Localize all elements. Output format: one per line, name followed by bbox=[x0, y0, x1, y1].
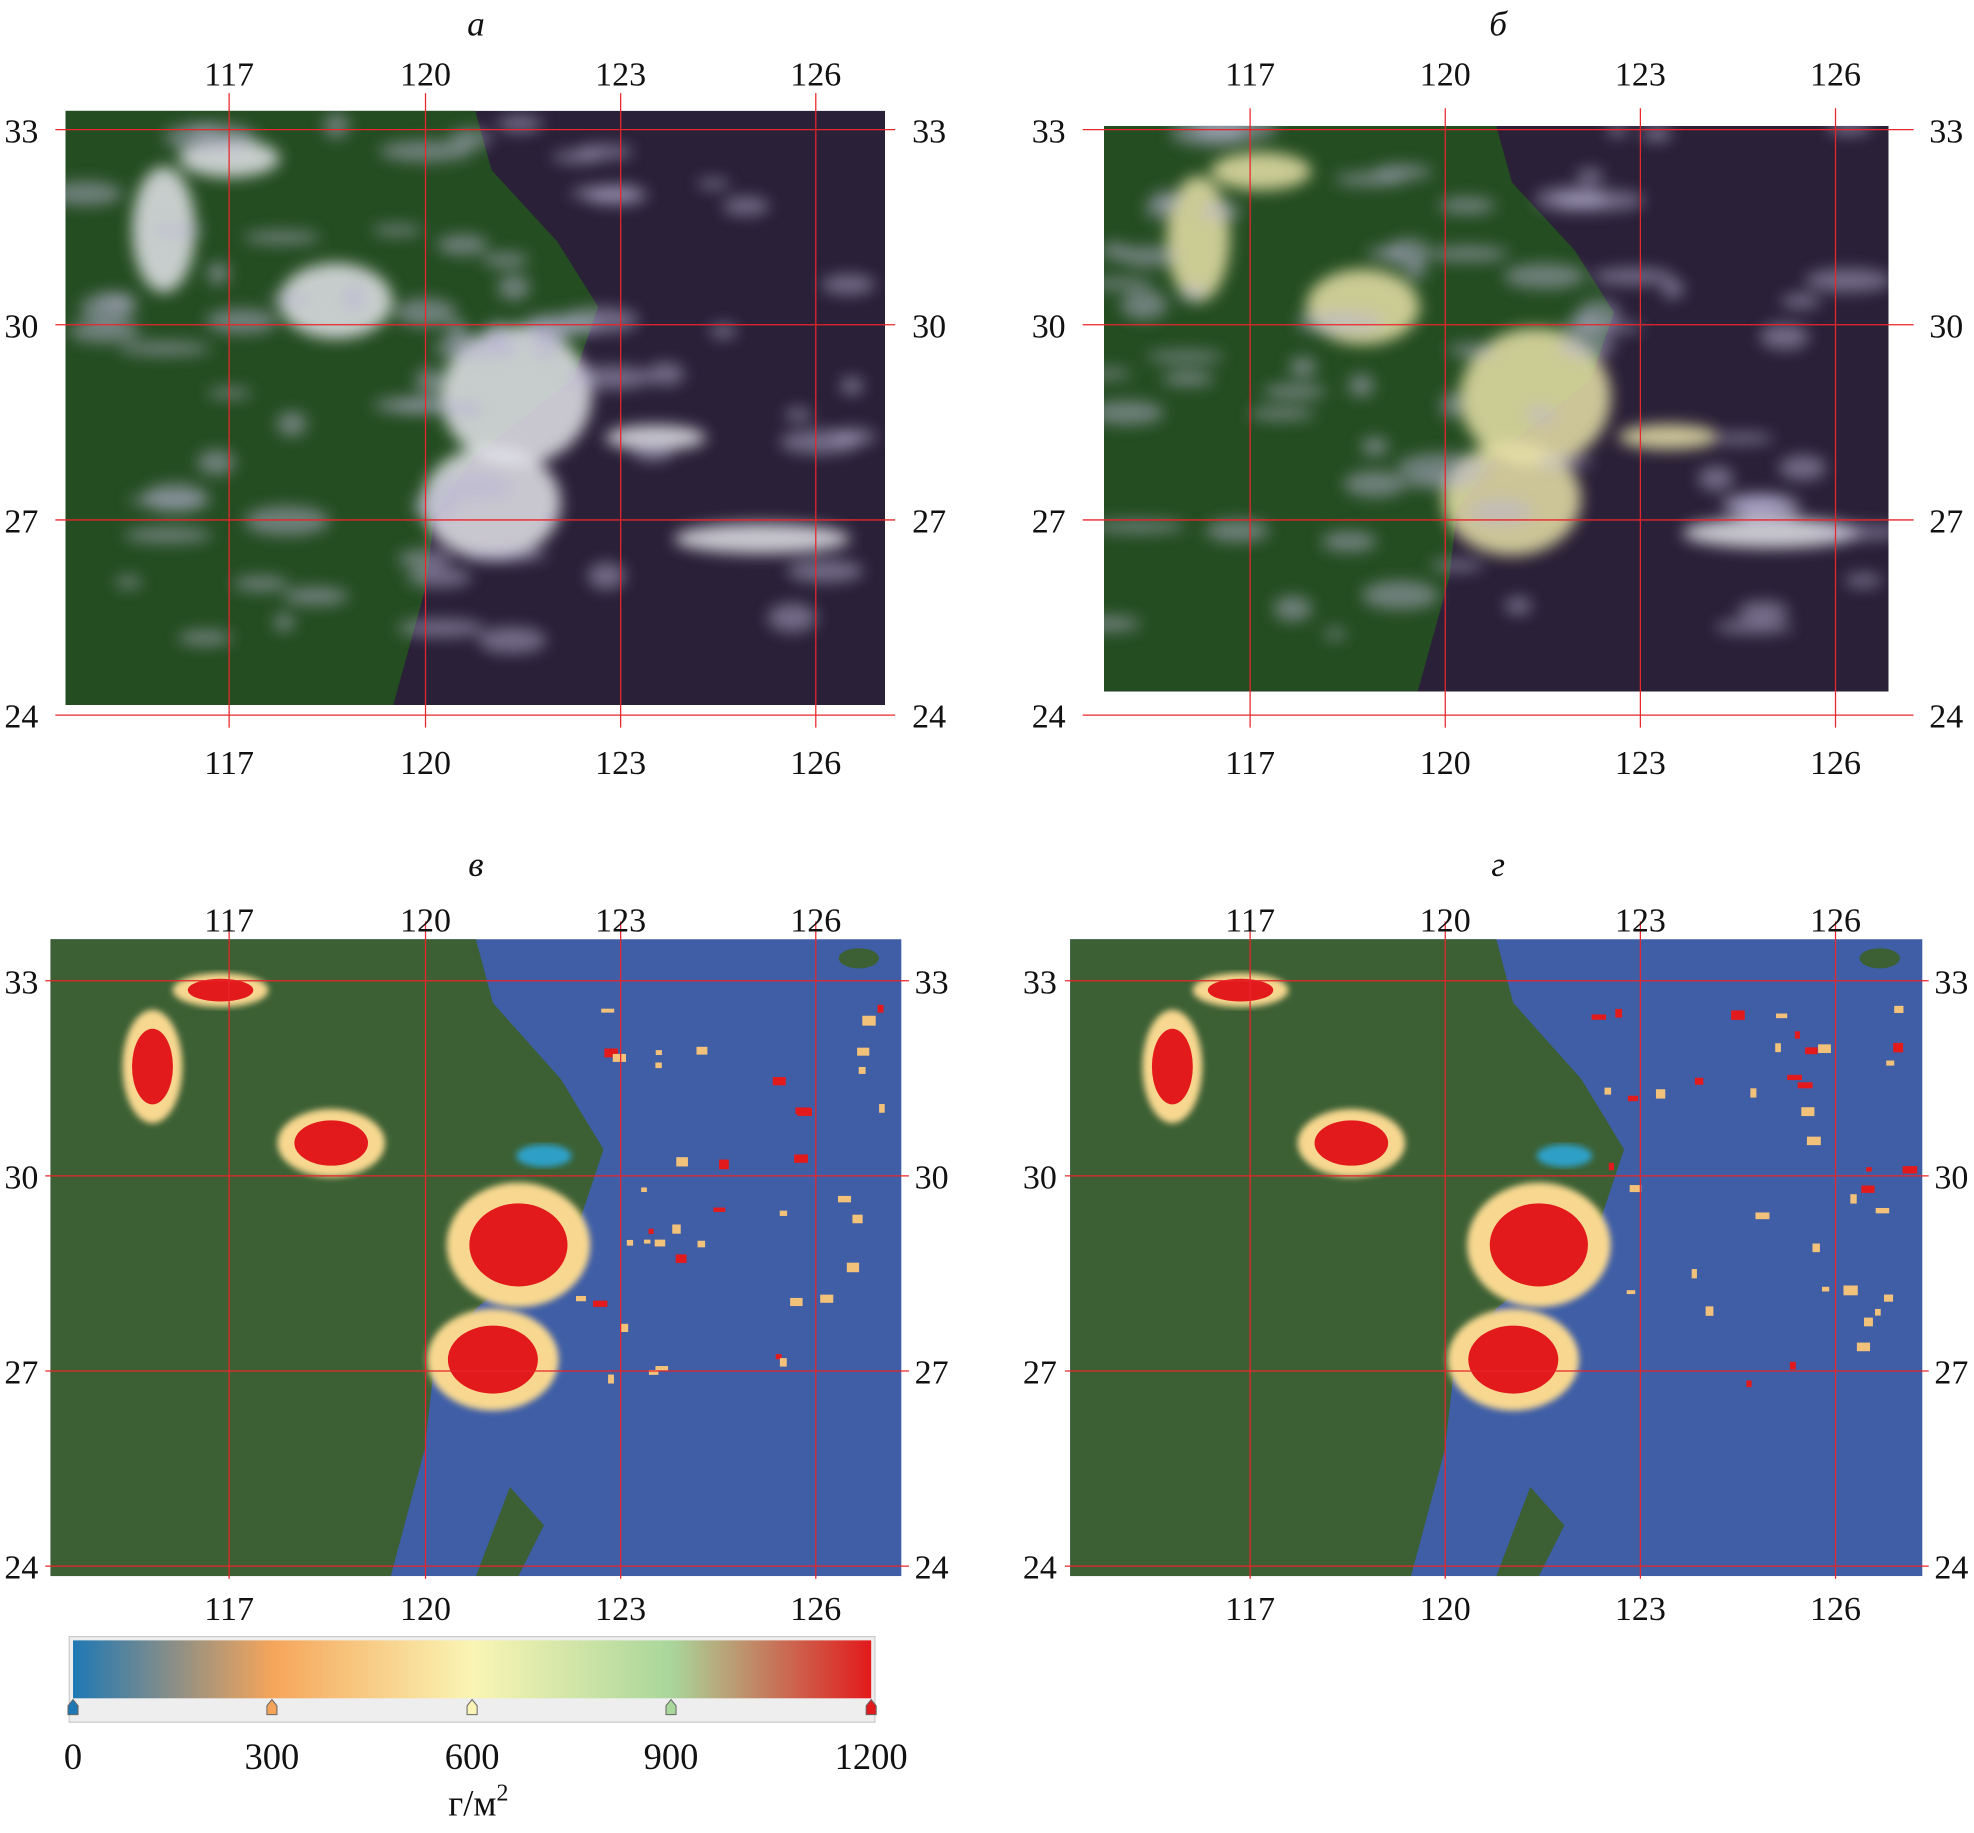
lat-label-left: 30 bbox=[4, 308, 38, 345]
map-image bbox=[1070, 939, 1923, 1577]
lat-label-right: 27 bbox=[912, 504, 946, 541]
lon-label-bottom: 123 bbox=[1615, 745, 1666, 782]
lat-label-left: 24 bbox=[1032, 699, 1066, 736]
jeju-island bbox=[1859, 948, 1900, 969]
lon-label-top: 120 bbox=[1420, 57, 1471, 94]
lon-label-bottom: 117 bbox=[1225, 1591, 1275, 1628]
lat-label-right: 33 bbox=[915, 964, 949, 1001]
colorbar-marker bbox=[67, 1698, 79, 1716]
colorbar-tick-label: 900 bbox=[644, 1736, 699, 1777]
lat-label-right: 24 bbox=[915, 1550, 949, 1587]
colorbar-tick-label: 600 bbox=[445, 1736, 500, 1777]
lat-label-right: 30 bbox=[1929, 308, 1963, 345]
map-panel-2: 117 117 120 120 123 123 126 126 33 33 30 30 27 27 24 24… bbox=[1032, 4, 1964, 782]
lon-label-top: 123 bbox=[595, 57, 646, 94]
colorbar-marker bbox=[466, 1698, 478, 1716]
lon-label-top: 126 bbox=[1810, 57, 1861, 94]
lon-label-bottom: 117 bbox=[204, 1591, 254, 1628]
lat-label-right: 27 bbox=[1929, 504, 1963, 541]
lon-label-top: 120 bbox=[400, 57, 451, 94]
lat-label-left: 27 bbox=[4, 504, 38, 541]
lon-label-top: 120 bbox=[400, 903, 451, 940]
lon-label-bottom: 120 bbox=[1420, 745, 1471, 782]
lat-label-left: 33 bbox=[1032, 113, 1066, 150]
lon-label-bottom: 117 bbox=[204, 745, 254, 782]
lat-label-right: 24 bbox=[1934, 1550, 1968, 1587]
cloud-cover bbox=[1104, 125, 1889, 640]
lat-label-left: 30 bbox=[4, 1159, 38, 1196]
lat-label-left: 33 bbox=[4, 964, 38, 1001]
map-panel-1: 117 117 120 120 123 123 126 126 33 33 30 30 27 27 24 24… bbox=[4, 4, 946, 782]
map-panel-4: 117 117 120 120 123 123 126 126 33 33 30 30 27 27 24 24… bbox=[1023, 845, 1968, 1628]
panel-label: г bbox=[1491, 845, 1505, 884]
water-path-field bbox=[122, 973, 885, 1411]
map-image bbox=[65, 110, 886, 705]
hangzhou-bay bbox=[1536, 1144, 1593, 1168]
lon-label-top: 123 bbox=[595, 903, 646, 940]
lon-label-bottom: 126 bbox=[790, 745, 841, 782]
lat-label-right: 24 bbox=[1929, 699, 1963, 736]
map-panel-3: 117 117 120 120 123 123 126 126 33 33 30 30 27 27 24 24… bbox=[4, 845, 948, 1628]
lon-label-top: 126 bbox=[790, 57, 841, 94]
lon-label-top: 126 bbox=[790, 903, 841, 940]
lat-label-right: 30 bbox=[912, 308, 946, 345]
lat-label-left: 33 bbox=[1023, 964, 1057, 1001]
lat-label-left: 27 bbox=[1032, 504, 1066, 541]
colorbar-marker bbox=[266, 1698, 278, 1716]
lon-label-top: 117 bbox=[1225, 903, 1275, 940]
lon-label-top: 126 bbox=[1810, 903, 1861, 940]
taiwan-island bbox=[475, 1486, 544, 1577]
colorbar-unit: г/м2 bbox=[448, 1780, 508, 1823]
lat-label-right: 33 bbox=[912, 113, 946, 150]
lon-label-top: 117 bbox=[204, 903, 254, 940]
jeju-island bbox=[838, 948, 879, 969]
lon-label-bottom: 126 bbox=[1810, 745, 1861, 782]
lon-label-top: 117 bbox=[1225, 57, 1275, 94]
lon-label-bottom: 123 bbox=[1615, 1591, 1666, 1628]
colorbar-tick-label: 1200 bbox=[835, 1736, 908, 1777]
map-image bbox=[50, 939, 902, 1577]
lon-label-bottom: 123 bbox=[595, 745, 646, 782]
lon-label-bottom: 120 bbox=[400, 745, 451, 782]
lat-label-left: 24 bbox=[1023, 1550, 1057, 1587]
colorbar-marker bbox=[665, 1698, 677, 1716]
hangzhou-bay bbox=[516, 1144, 572, 1168]
colorbar-tick-label: 300 bbox=[245, 1736, 300, 1777]
panel-label: б bbox=[1489, 4, 1508, 43]
lat-label-right: 27 bbox=[915, 1355, 949, 1392]
lat-label-right: 30 bbox=[1934, 1159, 1968, 1196]
lon-label-top: 117 bbox=[204, 57, 254, 94]
lat-label-left: 33 bbox=[4, 113, 38, 150]
lat-label-left: 27 bbox=[1023, 1355, 1057, 1392]
lat-label-right: 33 bbox=[1929, 113, 1963, 150]
lon-label-bottom: 117 bbox=[1225, 745, 1275, 782]
lat-label-left: 24 bbox=[4, 699, 38, 736]
lon-label-top: 123 bbox=[1615, 903, 1666, 940]
lon-label-bottom: 123 bbox=[595, 1591, 646, 1628]
colorbar-marker bbox=[865, 1698, 877, 1716]
water-path-field bbox=[1142, 973, 1918, 1411]
lat-label-right: 27 bbox=[1934, 1355, 1968, 1392]
lon-label-bottom: 120 bbox=[1420, 1591, 1471, 1628]
lon-label-bottom: 126 bbox=[790, 1591, 841, 1628]
map-image bbox=[1104, 125, 1889, 692]
panel-label: а bbox=[467, 4, 485, 43]
lat-label-left: 30 bbox=[1023, 1159, 1057, 1196]
lon-label-bottom: 126 bbox=[1810, 1591, 1861, 1628]
taiwan-island bbox=[1496, 1486, 1565, 1577]
lat-label-right: 30 bbox=[915, 1159, 949, 1196]
lat-label-right: 24 bbox=[912, 699, 946, 736]
lon-label-bottom: 120 bbox=[400, 1591, 451, 1628]
lat-label-right: 33 bbox=[1934, 964, 1968, 1001]
lat-label-left: 30 bbox=[1032, 308, 1066, 345]
lat-label-left: 24 bbox=[4, 1550, 38, 1587]
colorbar-gradient bbox=[73, 1640, 872, 1699]
lat-label-left: 27 bbox=[4, 1355, 38, 1392]
lon-label-top: 123 bbox=[1615, 57, 1666, 94]
lon-label-top: 120 bbox=[1420, 903, 1471, 940]
colorbar-tick-label: 0 bbox=[64, 1736, 82, 1777]
panel-label: в bbox=[468, 845, 483, 884]
colorbar: 0 300 600 900 1200 г/м2 bbox=[64, 1635, 908, 1823]
